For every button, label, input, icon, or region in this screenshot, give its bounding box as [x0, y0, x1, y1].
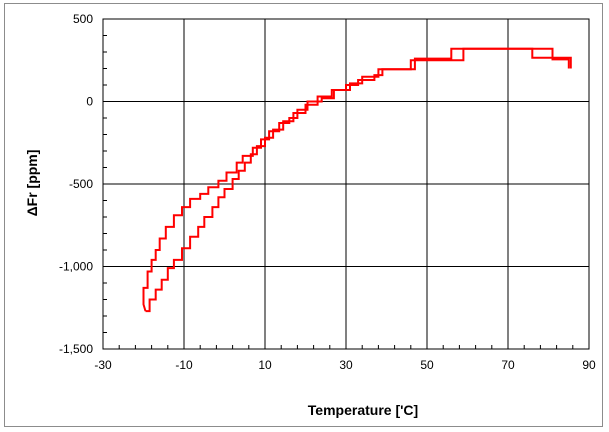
x-tick-label: 90 [582, 358, 596, 372]
x-tick-label: -10 [175, 358, 193, 372]
axis-layer [102, 18, 590, 350]
x-tick-label: 30 [339, 358, 353, 372]
y-tick-label: 500 [73, 12, 93, 26]
y-tick-label: -500 [69, 177, 93, 191]
y-tick-label: -1,000 [59, 260, 93, 274]
x-tick-label: 50 [420, 358, 434, 372]
y-axis-title: ΔFr [ppm] [24, 150, 40, 217]
y-tick-label: -1,500 [59, 342, 93, 356]
series-line-1 [145, 47, 570, 313]
chart-area: -30 -10 10 30 50 70 90 500 0 -500 -1,000 -1,500 Tem… [4, 3, 603, 427]
y-tick-label: 0 [86, 95, 93, 109]
x-tick-label: -30 [94, 358, 112, 372]
x-axis-title: Temperature ['C] [308, 402, 418, 418]
tick-label-layer: -30 -10 10 30 50 70 90 500 0 -500 -1,000 -1,500 [59, 12, 596, 372]
x-tick-label: 10 [258, 358, 272, 372]
series-layer [142, 47, 572, 313]
chart-svg: -30 -10 10 30 50 70 90 500 0 -500 -1,000 -1,500 Tem… [24, 12, 596, 418]
x-tick-label: 70 [501, 358, 515, 372]
grid-layer [103, 19, 589, 349]
series-line-2 [142, 47, 572, 312]
